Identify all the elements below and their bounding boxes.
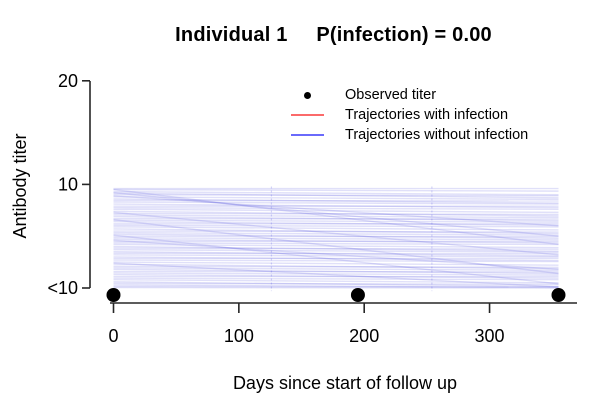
trajectory-line bbox=[113, 203, 559, 209]
trajectory-line bbox=[113, 285, 559, 288]
trajectory-line bbox=[113, 267, 559, 272]
legend-label: Observed titer bbox=[345, 87, 437, 103]
trajectory-line bbox=[113, 277, 559, 281]
trajectory-line bbox=[113, 256, 559, 262]
observed-point bbox=[551, 288, 566, 302]
trajectory-line bbox=[113, 268, 559, 275]
trajectory-line bbox=[113, 195, 559, 227]
trajectory-line bbox=[113, 252, 559, 255]
trajectory-line bbox=[113, 233, 559, 239]
trajectory-line bbox=[113, 239, 559, 271]
trajectory-line bbox=[113, 190, 559, 196]
observed-point bbox=[350, 288, 365, 302]
trajectory-line bbox=[113, 284, 559, 289]
trajectory-line bbox=[113, 217, 559, 220]
trajectory-line bbox=[113, 208, 559, 214]
trajectory-line bbox=[113, 265, 559, 268]
trajectory-line bbox=[113, 228, 559, 235]
trajectory-line bbox=[113, 247, 559, 250]
trajectory-line bbox=[113, 196, 559, 201]
legend-label: Trajectories without infection bbox=[345, 127, 529, 143]
x-axis-title: Days since start of follow up bbox=[232, 373, 458, 393]
legend-item-without-infection: Trajectories without infection bbox=[291, 125, 528, 145]
trajectory-line bbox=[113, 211, 559, 256]
trajectory-line bbox=[113, 226, 559, 231]
trajectory-line bbox=[113, 212, 559, 216]
trajectory-line bbox=[113, 214, 559, 219]
trajectory-line bbox=[113, 281, 559, 288]
trajectory-line bbox=[113, 263, 559, 270]
trajectory-line bbox=[113, 188, 559, 246]
trajectory-line bbox=[113, 270, 559, 273]
observed-point bbox=[106, 288, 121, 302]
red-line-icon bbox=[291, 114, 324, 116]
trajectory-line bbox=[113, 238, 559, 244]
y-tick-label: 10 bbox=[58, 174, 78, 194]
trajectory-line bbox=[113, 254, 559, 258]
trajectory-line bbox=[113, 219, 559, 223]
trajectory-line bbox=[113, 231, 559, 236]
trajectory-line bbox=[113, 198, 559, 204]
observed-titer-point-icon bbox=[304, 91, 311, 99]
trajectory-line bbox=[113, 191, 559, 237]
trajectory-line bbox=[113, 224, 559, 228]
trajectory-line bbox=[113, 286, 559, 289]
trajectory-line bbox=[113, 248, 559, 253]
trajectory-line bbox=[113, 235, 559, 238]
blue-line-icon bbox=[291, 134, 324, 136]
trajectory-line bbox=[113, 194, 559, 197]
y-tick-label: <10 bbox=[47, 278, 78, 298]
trajectory-line bbox=[113, 282, 559, 286]
trajectory-line bbox=[113, 272, 559, 276]
x-tick-label: 200 bbox=[349, 326, 379, 346]
trajectory-line bbox=[113, 242, 559, 246]
trajectory-line bbox=[113, 230, 559, 233]
x-tick-label: 0 bbox=[108, 326, 118, 346]
x-tick-label: 300 bbox=[475, 326, 505, 346]
trajectory-line bbox=[113, 234, 559, 285]
trajectory-line bbox=[113, 207, 559, 210]
trajectory-line bbox=[113, 199, 559, 202]
y-tick-label: 20 bbox=[58, 71, 78, 91]
legend: Observed titer Trajectories with infecti… bbox=[291, 85, 528, 145]
trajectory-line bbox=[113, 210, 559, 217]
trajectory-line bbox=[113, 237, 559, 241]
legend-label: Trajectories with infection bbox=[345, 107, 509, 123]
trajectory-line bbox=[113, 262, 559, 288]
trajectory-line bbox=[113, 188, 559, 192]
x-tick-label: 100 bbox=[224, 326, 254, 346]
trajectory-line bbox=[113, 192, 559, 199]
trajectory-line bbox=[113, 279, 559, 284]
legend-item-observed-titer: Observed titer bbox=[291, 85, 528, 105]
chart-title: Individual 1 P(infection) = 0.00 bbox=[175, 24, 492, 46]
trajectory-line bbox=[113, 251, 559, 257]
trajectory-line bbox=[113, 218, 559, 275]
trajectory-line bbox=[113, 220, 559, 227]
legend-item-with-infection: Trajectories with infection bbox=[291, 105, 528, 125]
trajectory-line bbox=[113, 215, 559, 222]
trajectory-line bbox=[113, 201, 559, 205]
trajectory-line bbox=[113, 261, 559, 266]
trajectory-line bbox=[113, 243, 559, 249]
trajectory-line bbox=[113, 259, 559, 263]
trajectory-line bbox=[113, 245, 559, 252]
trajectory-line bbox=[113, 273, 559, 279]
